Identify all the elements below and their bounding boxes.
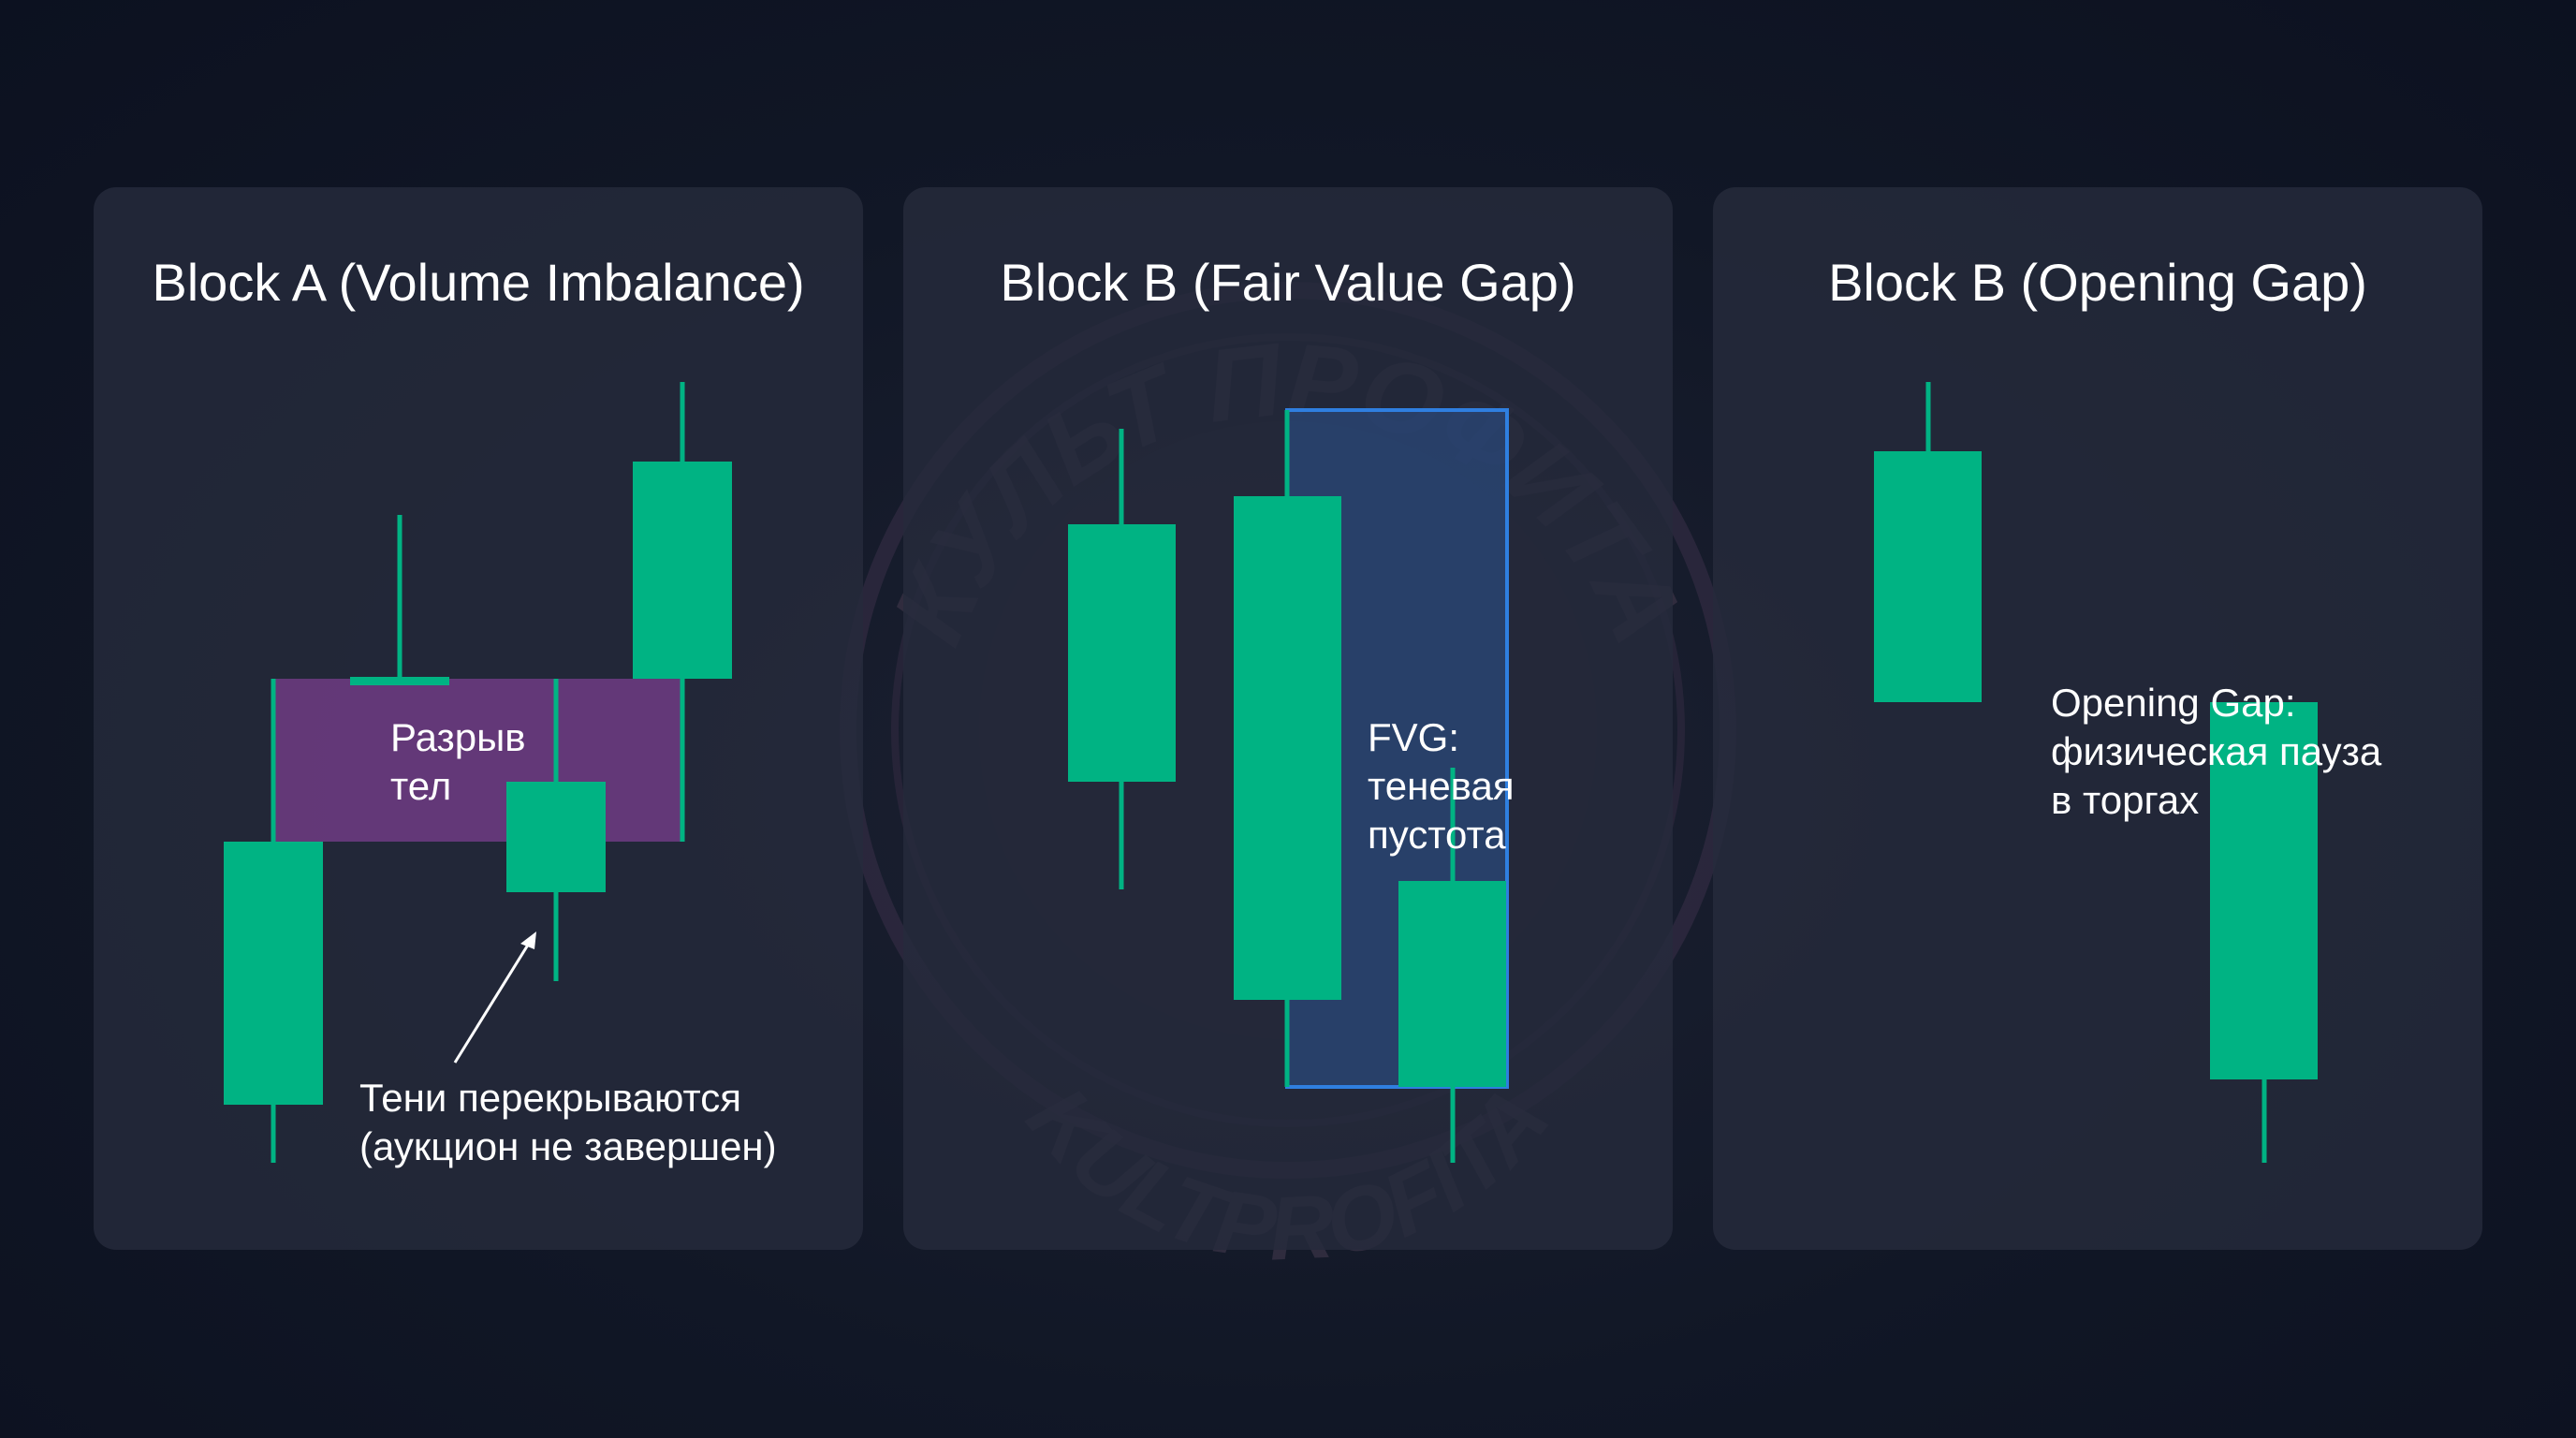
- panel-volume-imbalance: Block A (Volume Imbalance) Разрыв тел Те…: [94, 187, 863, 1250]
- candle-2-body: [2210, 702, 2318, 1079]
- panel-title: Block B (Fair Value Gap): [1000, 253, 1576, 312]
- panel-c-diagram: [1874, 382, 2318, 1163]
- candle-1-body: [224, 842, 323, 1105]
- panel-fair-value-gap: Block B (Fair Value Gap) FVG: теневая пу…: [903, 187, 1673, 1250]
- candle-2-body: [350, 677, 449, 685]
- candle-1-body: [1068, 524, 1176, 782]
- label-body-gap: Разрыв тел: [390, 715, 526, 808]
- body-gap-zone: [271, 679, 683, 842]
- candle-3-body: [1398, 881, 1506, 1087]
- candle-2-body: [1234, 496, 1341, 1000]
- label-fvg: FVG: теневая пустота: [1368, 715, 1515, 857]
- panel-a-diagram: [224, 382, 732, 1163]
- panel-title: Block A (Volume Imbalance): [152, 253, 805, 312]
- candle-3-body: [506, 782, 606, 892]
- arrow-head-icon: [520, 932, 536, 949]
- candle-1-body: [1874, 451, 1982, 702]
- label-opening-gap: Opening Gap: физическая пауза в торгах: [2051, 681, 2382, 822]
- panel-title: Block B (Opening Gap): [1828, 253, 2367, 312]
- arrow-line: [453, 941, 532, 1064]
- label-wicks-overlap: Тени перекрываются (аукцион не завершен): [359, 1076, 777, 1168]
- panel-b-diagram: [1068, 408, 1509, 1163]
- panel-opening-gap: Block B (Opening Gap) Opening Gap: физич…: [1713, 187, 2482, 1250]
- candle-4-body: [633, 462, 732, 679]
